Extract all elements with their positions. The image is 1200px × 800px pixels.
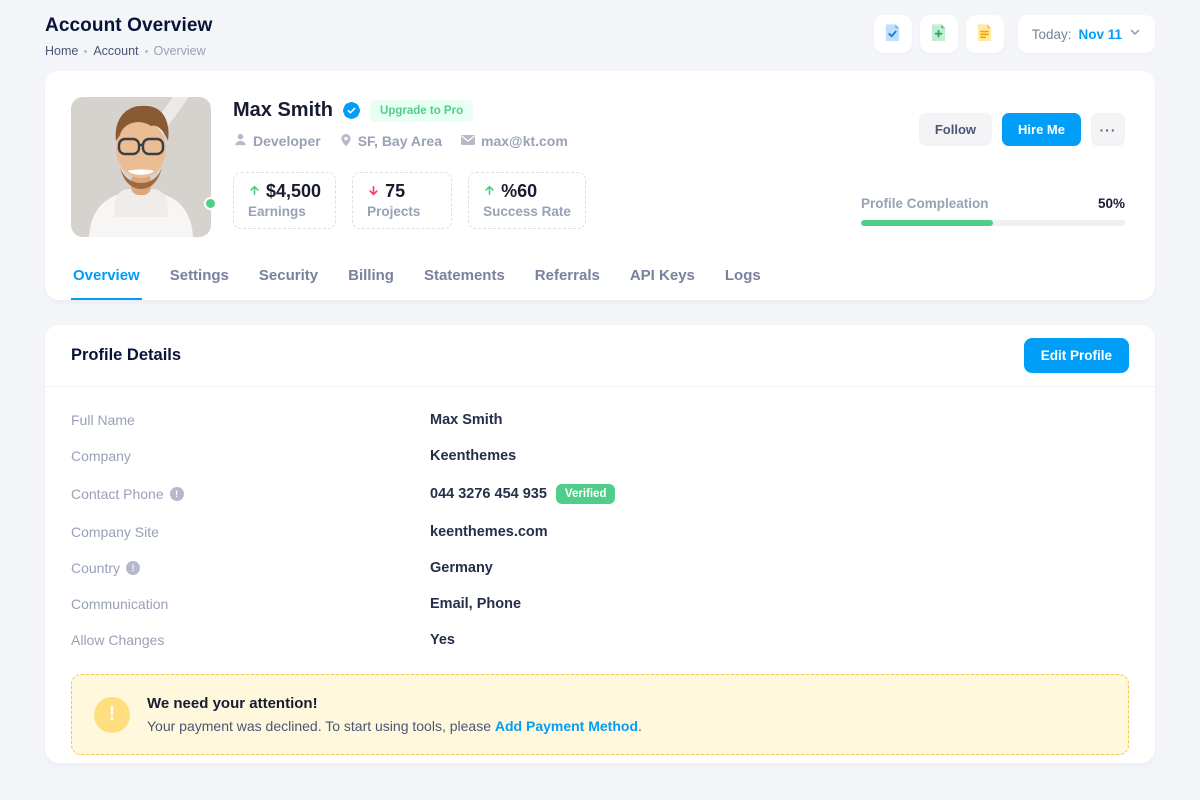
- file-check-button[interactable]: [873, 15, 912, 53]
- profile-location[interactable]: SF, Bay Area: [339, 133, 442, 150]
- detail-row-communication: Communication Email, Phone: [71, 596, 522, 612]
- breadcrumb: Home Account Overview: [45, 44, 212, 58]
- breadcrumb-home[interactable]: Home: [45, 44, 79, 58]
- tab-billing[interactable]: Billing: [348, 267, 394, 284]
- upgrade-to-pro-badge[interactable]: Upgrade to Pro: [370, 99, 474, 122]
- stat-success-rate: %60 Success Rate: [468, 172, 586, 229]
- ellipsis-icon: ···: [1099, 121, 1117, 138]
- file-plus-button[interactable]: [919, 15, 958, 53]
- attention-alert: ! We need your attention! Your payment w…: [71, 674, 1129, 755]
- more-options-button[interactable]: ···: [1091, 113, 1125, 146]
- arrow-up-icon: [483, 181, 496, 202]
- mail-icon: [460, 133, 476, 150]
- user-icon: [233, 132, 248, 150]
- breadcrumb-separator: [84, 49, 88, 53]
- detail-row-allow-changes: Allow Changes Yes: [71, 632, 455, 648]
- today-value: Nov 11: [1078, 26, 1122, 42]
- alert-title: We need your attention!: [147, 695, 318, 712]
- stat-projects: 75 Projects: [352, 172, 453, 229]
- profile-email[interactable]: max@kt.com: [460, 133, 568, 150]
- page-header: Account Overview Home Account Overview T…: [0, 0, 1200, 71]
- today-label: Today:: [1031, 26, 1072, 42]
- chevron-down-icon: [1129, 25, 1141, 43]
- info-icon[interactable]: !: [126, 561, 141, 575]
- follow-button[interactable]: Follow: [918, 113, 993, 146]
- breadcrumb-separator: [144, 49, 148, 53]
- arrow-up-icon: [248, 181, 261, 202]
- tab-logs[interactable]: Logs: [724, 267, 761, 284]
- verified-badge-icon: [344, 103, 360, 118]
- tab-referrals[interactable]: Referrals: [534, 267, 600, 284]
- pin-icon: [339, 133, 353, 150]
- file-lines-icon: [975, 23, 994, 45]
- file-plus-icon: [929, 23, 948, 45]
- hire-me-button[interactable]: Hire Me: [1002, 113, 1081, 146]
- tab-overview[interactable]: Overview: [71, 261, 142, 300]
- avatar[interactable]: [71, 97, 217, 237]
- profile-tabs: Overview Settings Security Billing State…: [71, 261, 1125, 300]
- tab-settings[interactable]: Settings: [169, 267, 229, 284]
- profile-completion: Profile Compleation 50%: [861, 196, 1125, 226]
- arrow-down-icon: [367, 181, 380, 202]
- tab-statements[interactable]: Statements: [423, 267, 505, 284]
- detail-row-full-name: Full Name Max Smith: [71, 412, 503, 428]
- file-lines-button[interactable]: [965, 15, 1004, 53]
- breadcrumb-overview: Overview: [153, 44, 206, 58]
- profile-name[interactable]: Max Smith: [233, 99, 334, 121]
- completion-progress-bar: [861, 220, 1125, 226]
- verified-badge: Verified: [555, 484, 616, 504]
- edit-profile-button[interactable]: Edit Profile: [1023, 338, 1129, 373]
- detail-row-company-site: Company Site keenthemes.com: [71, 524, 548, 540]
- completion-percent: 50%: [1097, 196, 1125, 211]
- details-title: Profile Details: [71, 346, 182, 364]
- date-selector[interactable]: Today: Nov 11: [1017, 15, 1155, 53]
- tab-api-keys[interactable]: API Keys: [629, 267, 695, 284]
- warning-icon: !: [94, 696, 130, 733]
- detail-row-contact-phone: Contact Phone ! 044 3276 454 935 Verifie…: [71, 474, 1129, 514]
- detail-row-company: Company Keenthemes: [71, 448, 517, 464]
- alert-text: Your payment was declined. To start usin…: [147, 718, 642, 734]
- detail-row-country: Country ! Germany: [71, 560, 493, 576]
- page-title: Account Overview: [45, 15, 213, 36]
- completion-progress-fill: [861, 220, 993, 226]
- tab-security[interactable]: Security: [258, 267, 319, 284]
- add-payment-method-link[interactable]: Add Payment Method: [494, 718, 638, 734]
- file-check-icon: [883, 23, 902, 45]
- completion-label: Profile Compleation: [861, 196, 989, 211]
- breadcrumb-account[interactable]: Account: [93, 44, 139, 58]
- stat-earnings: $4,500 Earnings: [233, 172, 337, 229]
- header-toolbar: Today: Nov 11: [873, 15, 1155, 53]
- profile-card: Max Smith Upgrade to Pro Developer SF, B…: [45, 71, 1155, 300]
- profile-details-card: Profile Details Edit Profile Full Name M…: [45, 325, 1155, 763]
- profile-role[interactable]: Developer: [233, 132, 321, 150]
- info-icon[interactable]: !: [169, 487, 184, 501]
- profile-stats: $4,500 Earnings 75 Projects %60: [233, 172, 839, 229]
- online-status-dot: [204, 197, 217, 210]
